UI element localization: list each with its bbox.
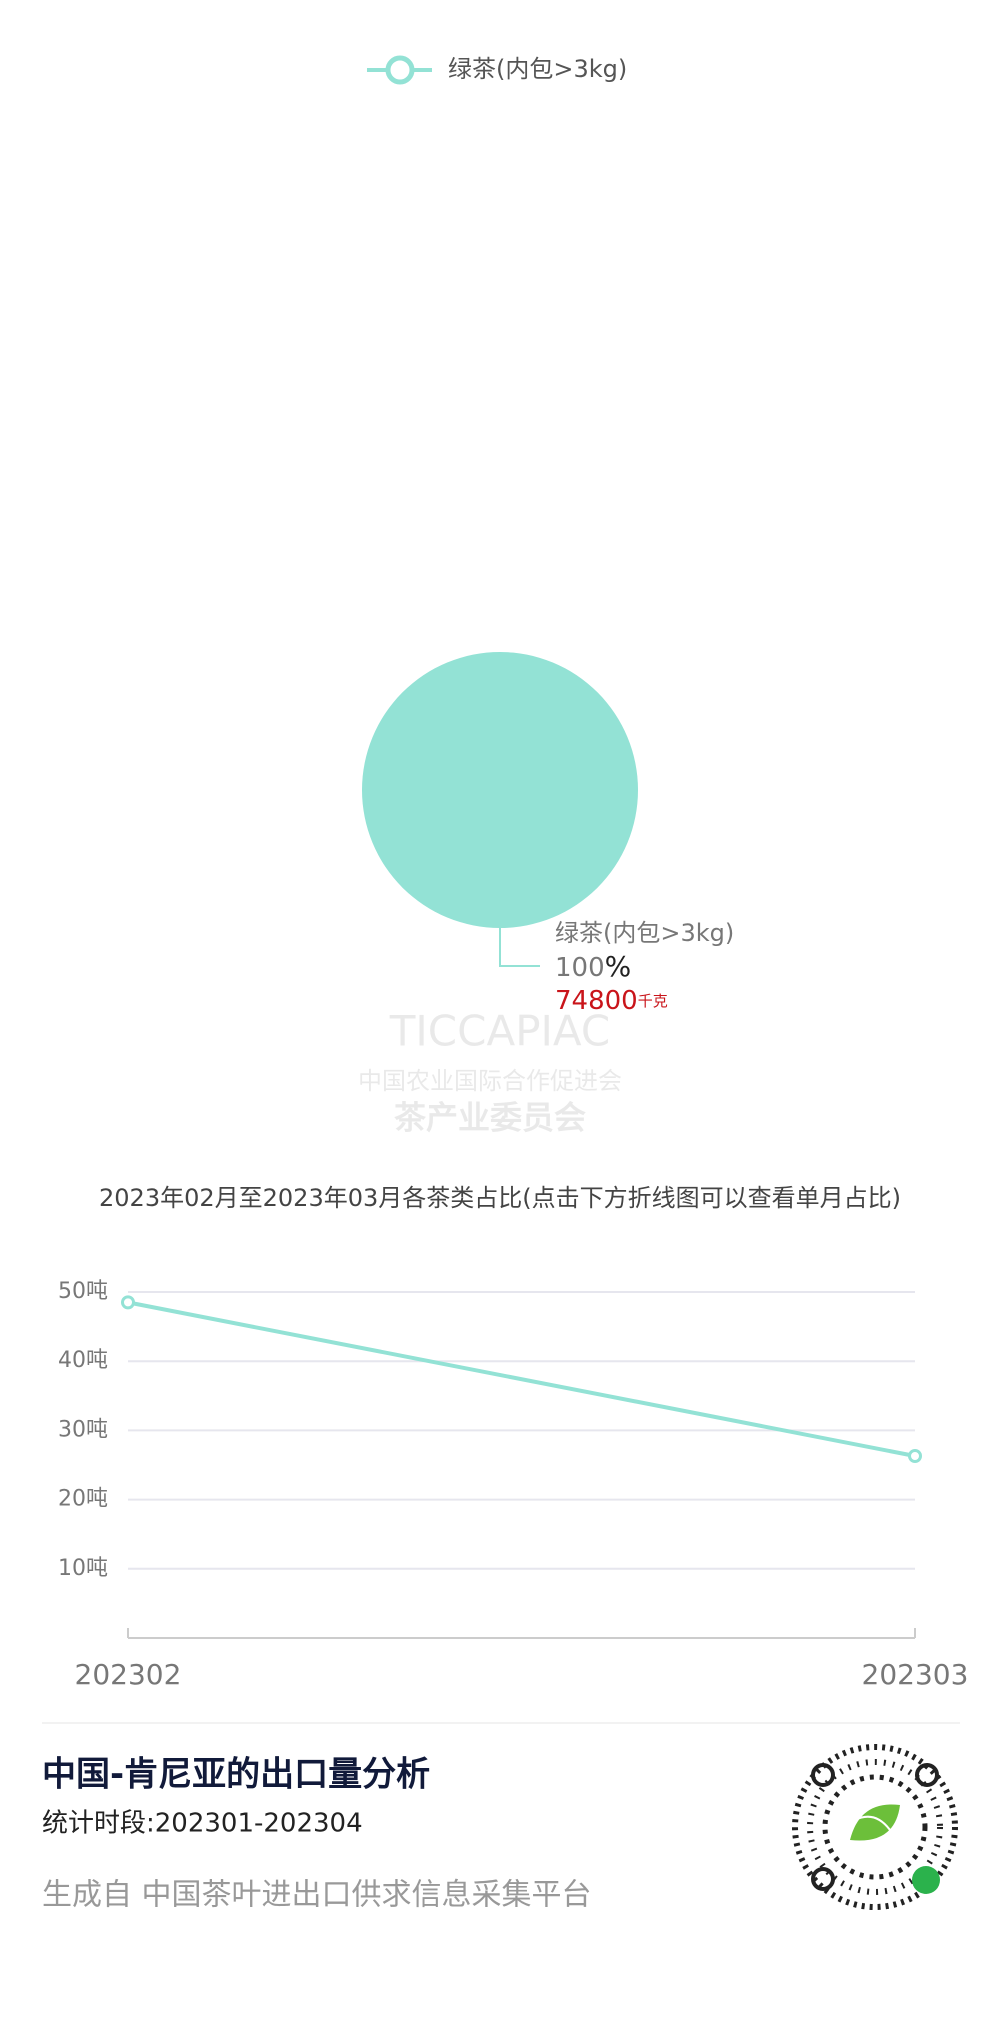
percent-value: 100: [555, 953, 605, 983]
data-point: [908, 1449, 922, 1464]
qr-code[interactable]: [792, 1744, 958, 1910]
y-tick-label: 20吨: [58, 1487, 108, 1512]
watermark-brand: TICCAPIAC: [389, 1007, 610, 1056]
watermark-org: 中国农业国际合作促进会: [358, 1067, 622, 1095]
callout-percent: 100%: [555, 950, 631, 983]
callout-amount: 74800千克: [555, 986, 668, 1016]
y-tick-label: 40吨: [58, 1348, 108, 1373]
amount-unit: 千克: [638, 992, 668, 1010]
x-tick-label: 202303: [862, 1658, 969, 1691]
pie-slice: [362, 652, 638, 928]
legend-marker: [385, 55, 415, 85]
callout-line: [499, 928, 540, 967]
y-tick-label: 10吨: [58, 1556, 108, 1581]
series-line: [127, 1300, 916, 1458]
y-tick-label: 30吨: [58, 1417, 108, 1442]
callout-name: 绿茶(内包>3kg): [555, 919, 734, 947]
footer-title: 中国-肯尼亚的出口量分析: [42, 1755, 430, 1795]
footer-period: 统计时段:202301-202304: [42, 1809, 363, 1839]
amount-value: 74800: [555, 986, 638, 1016]
x-tick-label: 202302: [75, 1658, 182, 1691]
data-point: [121, 1295, 135, 1310]
footer-source: 生成自 中国茶叶进出口供求信息采集平台: [42, 1878, 592, 1913]
watermark-dept: 茶产业委员会: [394, 1099, 586, 1137]
y-tick-label: 50吨: [58, 1279, 108, 1304]
legend-label: 绿茶(内包>3kg): [448, 55, 627, 83]
watermark: TICCAPIAC 中国农业国际合作促进会 茶产业委员会: [358, 1007, 622, 1137]
chart-title: 2023年02月至2023年03月各茶类占比(点击下方折线图可以查看单月占比): [99, 1184, 901, 1212]
percent-unit: %: [605, 950, 632, 983]
